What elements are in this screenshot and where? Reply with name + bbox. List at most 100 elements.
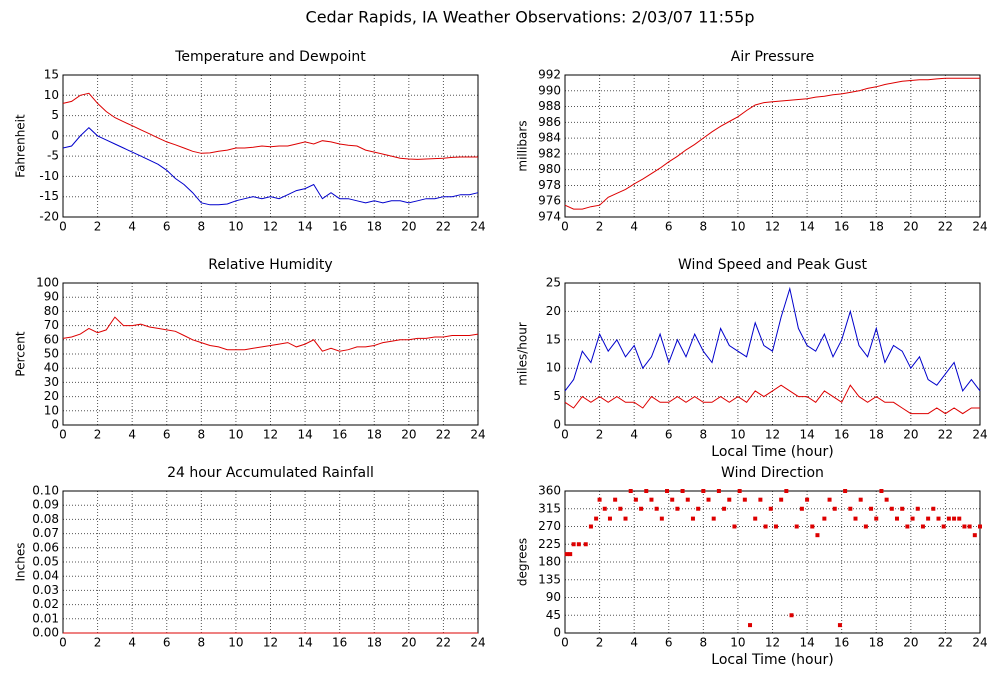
y-axis-label: Percent [14, 331, 28, 376]
data-point [685, 497, 690, 502]
data-point [843, 489, 848, 493]
y-tick-label: 0.04 [32, 569, 59, 583]
data-point [869, 506, 874, 511]
data-point [732, 524, 737, 529]
y-tick-label: 135 [538, 572, 561, 586]
y-tick-label: 988 [538, 99, 561, 113]
y-tick-label: 10 [44, 403, 59, 417]
x-tick-label: 0 [561, 636, 569, 650]
x-tick-label: 22 [938, 428, 953, 442]
x-tick-label: 18 [869, 636, 884, 650]
x-tick-label: 24 [470, 220, 485, 234]
y-tick-label: 0.07 [32, 526, 59, 540]
y-tick-label: 40 [44, 361, 59, 375]
data-point [748, 623, 753, 628]
y-axis-label: millibars [516, 120, 530, 171]
y-tick-label: 0.10 [32, 484, 59, 498]
panel-title: Temperature and Dewpoint [174, 49, 366, 65]
data-point [794, 524, 799, 529]
y-axis-label: Inches [14, 543, 28, 582]
x-tick-label: 0 [561, 220, 569, 234]
data-point [874, 516, 879, 521]
y-tick-label: -20 [39, 210, 59, 224]
data-point [815, 533, 820, 538]
x-tick-label: 14 [799, 220, 814, 234]
panel-title: Wind Direction [721, 465, 824, 481]
data-point [784, 489, 789, 493]
data-point [588, 524, 593, 529]
data-line [564, 286, 981, 392]
x-tick-label: 0 [561, 428, 569, 442]
x-tick-label: 16 [834, 220, 849, 234]
data-line [564, 384, 980, 415]
panel-title: Air Pressure [731, 49, 814, 65]
data-point [832, 506, 837, 511]
x-tick-label: 16 [332, 636, 347, 650]
data-point [571, 542, 576, 547]
y-tick-label: 20 [546, 304, 561, 318]
data-point [639, 506, 644, 511]
x-tick-label: 18 [869, 220, 884, 234]
x-tick-label: 4 [630, 428, 638, 442]
y-tick-label: 990 [538, 83, 561, 97]
x-tick-label: 14 [799, 428, 814, 442]
data-point [737, 489, 742, 493]
x-tick-label: 10 [730, 220, 745, 234]
data-line [62, 92, 478, 160]
x-tick-label: 4 [128, 428, 136, 442]
y-tick-label: 80 [44, 304, 59, 318]
y-tick-label: 225 [538, 537, 561, 551]
y-tick-label: 992 [538, 68, 561, 82]
x-tick-label: 22 [938, 220, 953, 234]
data-point [675, 506, 680, 511]
data-point [742, 497, 747, 502]
data-point [863, 524, 868, 529]
y-tick-label: 15 [546, 332, 561, 346]
x-tick-label: 2 [94, 428, 102, 442]
x-tick-label: 6 [665, 428, 673, 442]
data-point [701, 489, 706, 493]
data-line [62, 127, 479, 206]
data-point [670, 497, 675, 502]
data-point [805, 497, 810, 502]
data-point [972, 533, 977, 538]
data-point [618, 506, 623, 511]
y-tick-label: 25 [546, 276, 561, 290]
x-tick-label: 8 [700, 220, 708, 234]
data-point [926, 516, 931, 521]
x-tick-label: 20 [903, 428, 918, 442]
data-point [680, 489, 685, 493]
data-point [602, 506, 607, 511]
plot-frame [564, 74, 981, 218]
data-line [62, 316, 479, 352]
x-tick-label: 16 [332, 220, 347, 234]
data-point [773, 524, 778, 529]
page-title: Cedar Rapids, IA Weather Observations: 2… [306, 8, 755, 27]
y-tick-label: 45 [546, 608, 561, 622]
y-tick-label: 0.02 [32, 597, 59, 611]
data-point [690, 516, 695, 521]
x-tick-label: 0 [59, 428, 67, 442]
x-tick-label: 20 [903, 220, 918, 234]
x-tick-label: 24 [972, 636, 987, 650]
y-axis-label: degrees [516, 538, 530, 586]
y-tick-label: 60 [44, 332, 59, 346]
y-tick-label: 984 [538, 131, 561, 145]
y-tick-label: 980 [538, 162, 561, 176]
data-point [858, 497, 863, 502]
x-tick-label: 10 [730, 636, 745, 650]
y-tick-label: 90 [546, 590, 561, 604]
x-tick-label: 18 [367, 636, 382, 650]
x-tick-label: 14 [297, 428, 312, 442]
x-tick-label: 12 [263, 636, 278, 650]
y-tick-label: 0 [553, 418, 561, 432]
y-tick-label: 15 [44, 68, 59, 82]
x-tick-label: 24 [972, 220, 987, 234]
x-tick-label: 0 [59, 636, 67, 650]
y-tick-label: 0.03 [32, 583, 59, 597]
x-tick-label: 6 [163, 636, 171, 650]
data-point [789, 613, 794, 618]
plot-frame [62, 74, 479, 218]
data-point [967, 524, 972, 529]
data-point [696, 506, 701, 511]
